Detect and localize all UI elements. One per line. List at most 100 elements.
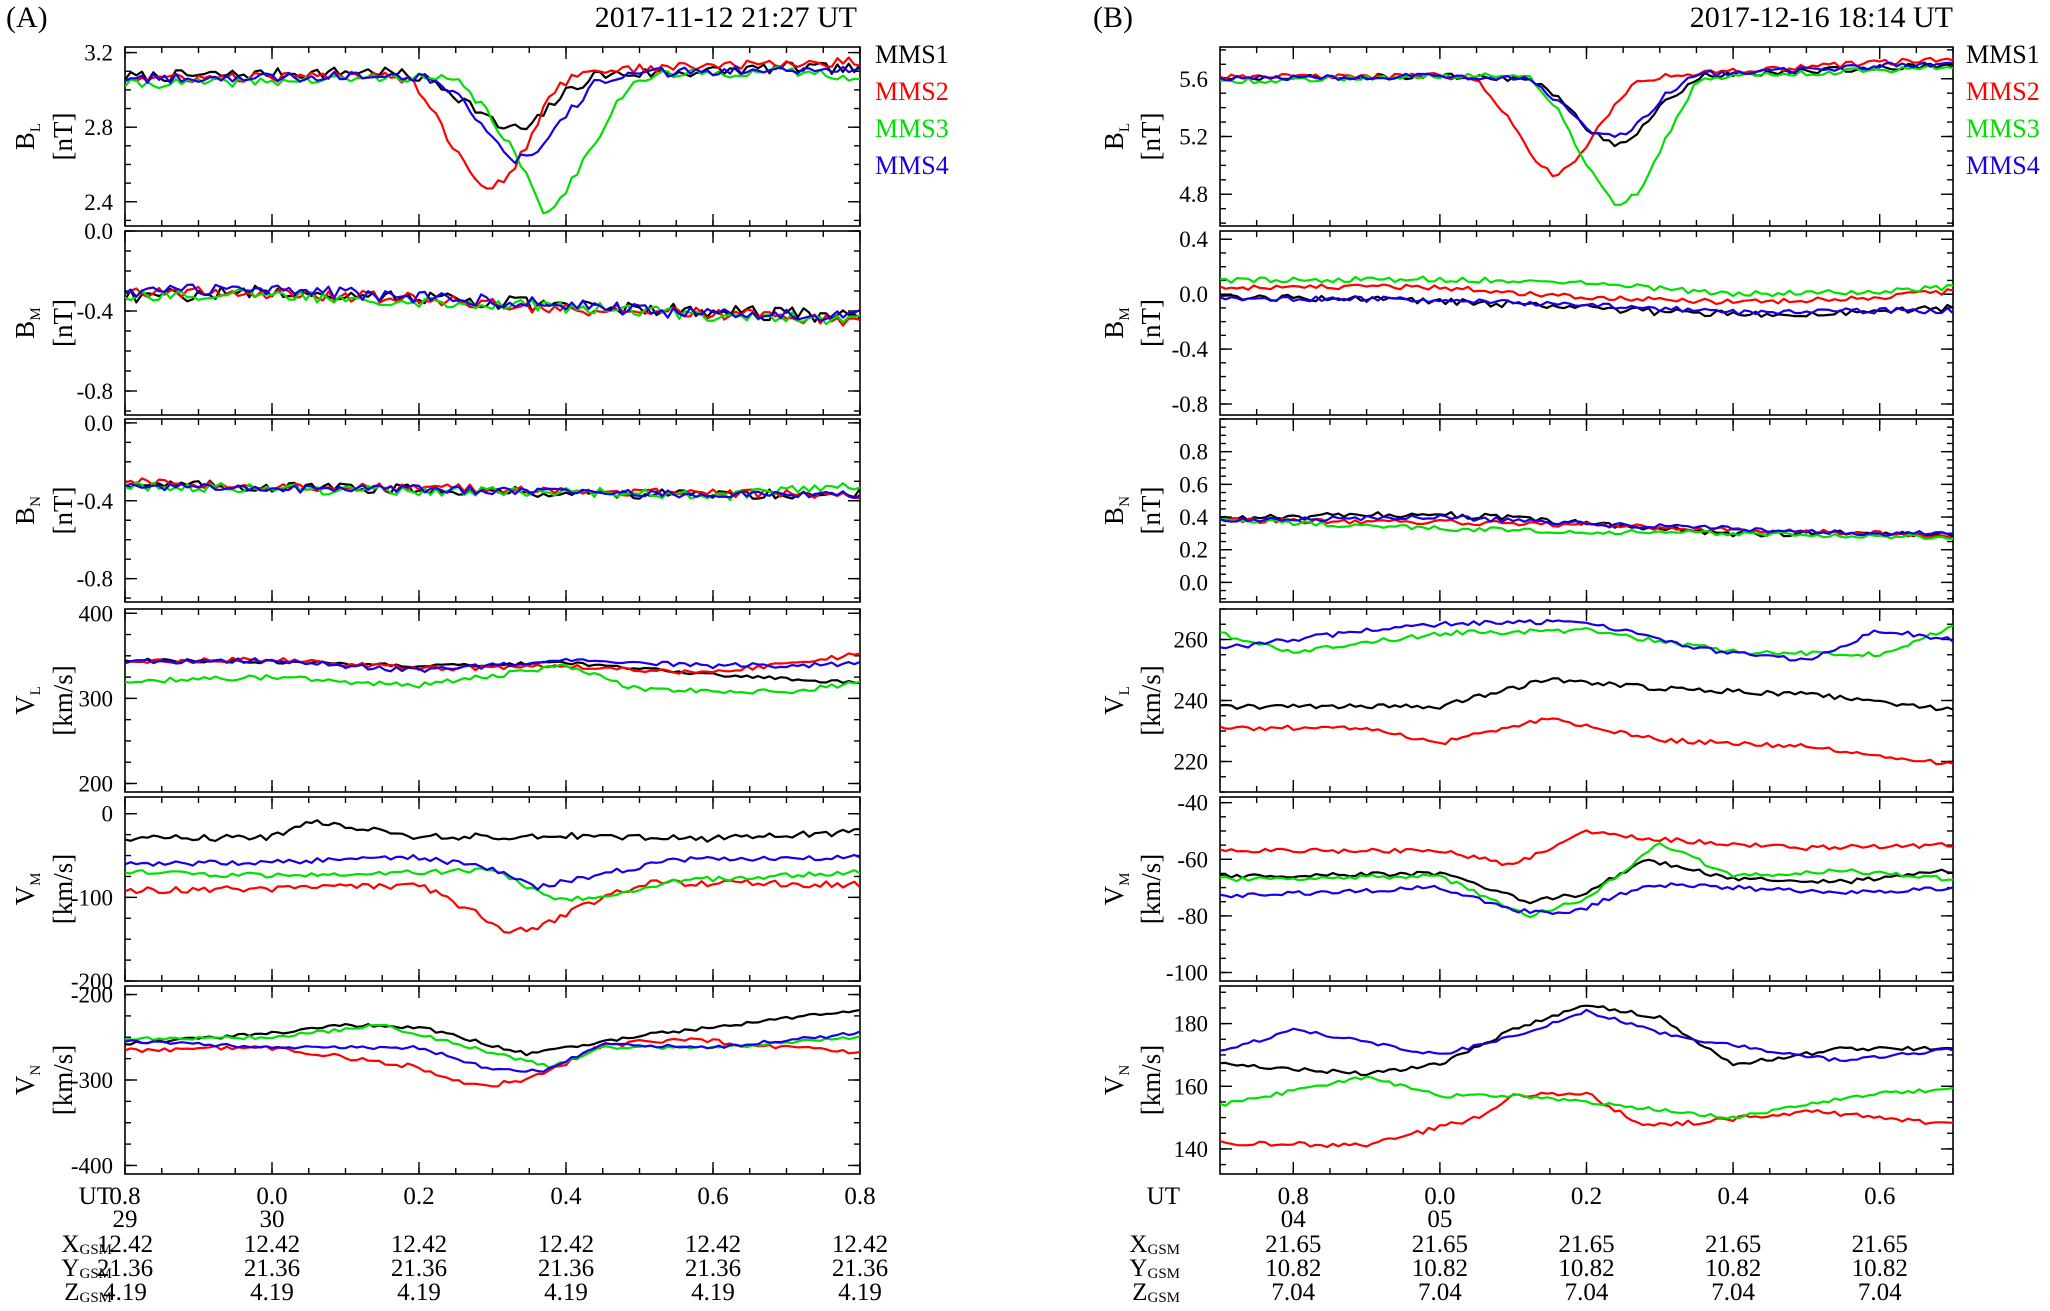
y-gsm-value: 10.82 [1705, 1255, 1761, 1282]
y-gsm-value: 21.36 [538, 1255, 594, 1282]
z-gsm-value: 7.04 [1418, 1279, 1462, 1306]
y-gsm-value: 10.82 [1265, 1255, 1321, 1282]
y-gsm-value: 21.36 [685, 1255, 741, 1282]
x-gsm-value: 21.65 [1265, 1231, 1321, 1258]
y-tick-label: 240 [1174, 689, 1209, 714]
x-tick-label: 0.6 [1864, 1183, 1895, 1210]
y-tick-label: -60 [1177, 847, 1208, 872]
y-tick-label: 5.6 [1179, 67, 1208, 92]
legend-entry-mms4: MMS4 [1966, 151, 2040, 180]
legend-entry-mms3: MMS3 [1966, 114, 2040, 143]
y-tick-label: 0.0 [1179, 570, 1208, 595]
x-gsm-value: 12.42 [97, 1231, 153, 1258]
z-gsm-value: 7.04 [1858, 1279, 1902, 1306]
y-tick-label: 200 [79, 771, 114, 796]
y-tick-label: 0.0 [84, 411, 113, 436]
ut-label: UT [79, 1183, 112, 1210]
y-tick-label: -400 [71, 1153, 113, 1178]
y-tick-label: 140 [1174, 1137, 1209, 1162]
x-tick-sublabel: 04 [1281, 1206, 1307, 1233]
y-tick-label: -0.4 [77, 299, 114, 324]
z-gsm-value: 4.19 [397, 1279, 441, 1306]
x-tick-label: 0.4 [1717, 1183, 1749, 1210]
x-tick-sublabel: 05 [1427, 1206, 1452, 1233]
y-tick-label: 160 [1174, 1074, 1209, 1099]
chart-label: (A) [6, 1, 48, 34]
y-tick-label: -80 [1177, 904, 1208, 929]
y-tick-label: -0.8 [77, 379, 113, 404]
y-tick-label: 0.0 [1179, 282, 1208, 307]
y-gsm-value: 10.82 [1558, 1255, 1614, 1282]
y-tick-label: -40 [1177, 791, 1208, 816]
y-tick-label: 2.4 [84, 190, 113, 215]
chart-title: 2017-11-12 21:27 UT [595, 1, 857, 34]
y-axis-unit: [nT] [1136, 113, 1166, 161]
y-axis-unit: [km/s] [48, 854, 78, 925]
y-tick-label: 260 [1174, 628, 1209, 653]
y-tick-label: -100 [1166, 961, 1208, 986]
y-tick-label: 0.4 [1179, 505, 1208, 530]
y-tick-label: 0.6 [1179, 472, 1208, 497]
y-axis-unit: [nT] [48, 299, 78, 347]
legend-entry-mms1: MMS1 [875, 40, 949, 69]
x-tick-sublabel: 29 [113, 1206, 138, 1233]
x-gsm-value: 21.65 [1558, 1231, 1614, 1258]
legend-entry-mms1: MMS1 [1966, 40, 2040, 69]
legend-entry-mms3: MMS3 [875, 114, 949, 143]
x-gsm-value: 21.65 [1705, 1231, 1761, 1258]
x-tick-label: 0.2 [1571, 1183, 1602, 1210]
y-tick-label: 220 [1174, 750, 1209, 775]
x-tick-label: 0.4 [550, 1183, 582, 1210]
y-tick-label: 0.4 [1179, 227, 1208, 252]
x-gsm-value: 12.42 [391, 1231, 447, 1258]
y-tick-label: -0.8 [1172, 392, 1208, 417]
y-gsm-value: 21.36 [391, 1255, 447, 1282]
y-axis-unit: [nT] [1136, 487, 1166, 535]
figure-background [0, 0, 2050, 1311]
figure-canvas: (A) 2017-11-12 21:27 UTMMS1MMS2MMS3MMS43.… [0, 0, 2050, 1311]
y-tick-label: 0 [102, 802, 114, 827]
z-gsm-value: 4.19 [544, 1279, 588, 1306]
legend-entry-mms2: MMS2 [1966, 77, 2040, 106]
y-axis-unit: [km/s] [48, 1045, 78, 1116]
x-tick-label: 0.8 [844, 1183, 875, 1210]
y-gsm-value: 10.82 [1412, 1255, 1468, 1282]
legend-entry-mms2: MMS2 [875, 77, 949, 106]
x-tick-label: 0.6 [697, 1183, 728, 1210]
y-tick-label: 180 [1174, 1012, 1209, 1037]
x-gsm-value: 12.42 [244, 1231, 300, 1258]
y-tick-label: 4.8 [1179, 182, 1208, 207]
y-gsm-value: 21.36 [97, 1255, 153, 1282]
z-gsm-value: 7.04 [1711, 1279, 1755, 1306]
y-tick-label: -0.4 [77, 489, 114, 514]
y-axis-unit: [nT] [1136, 299, 1166, 347]
y-gsm-value: 21.36 [244, 1255, 300, 1282]
chart-label: (B) [1093, 1, 1133, 34]
x-gsm-value: 21.65 [1412, 1231, 1468, 1258]
y-tick-label: -200 [71, 983, 113, 1008]
y-axis-unit: [km/s] [48, 665, 78, 736]
y-tick-label: -0.8 [77, 567, 113, 592]
y-tick-label: 2.8 [84, 115, 113, 140]
y-tick-label: 5.2 [1179, 125, 1208, 150]
y-tick-label: 400 [79, 601, 114, 626]
z-gsm-value: 4.19 [838, 1279, 882, 1306]
x-gsm-value: 12.42 [685, 1231, 741, 1258]
z-gsm-value: 7.04 [1271, 1279, 1315, 1306]
y-tick-label: 0.8 [1179, 440, 1208, 465]
ut-label: UT [1147, 1183, 1180, 1210]
z-gsm-value: 4.19 [250, 1279, 294, 1306]
x-gsm-value: 12.42 [832, 1231, 888, 1258]
y-tick-label: -0.4 [1172, 337, 1209, 362]
legend-entry-mms4: MMS4 [875, 151, 949, 180]
y-axis-unit: [km/s] [1136, 854, 1166, 925]
x-gsm-value: 21.65 [1852, 1231, 1908, 1258]
chart-title: 2017-12-16 18:14 UT [1690, 1, 1953, 34]
z-gsm-value: 4.19 [103, 1279, 147, 1306]
y-tick-label: 0.2 [1179, 538, 1208, 563]
y-tick-label: 300 [79, 686, 114, 711]
y-axis-unit: [km/s] [1136, 1045, 1166, 1116]
y-tick-label: 0.0 [84, 219, 113, 244]
y-axis-unit: [nT] [48, 113, 78, 161]
y-axis-unit: [km/s] [1136, 665, 1166, 736]
